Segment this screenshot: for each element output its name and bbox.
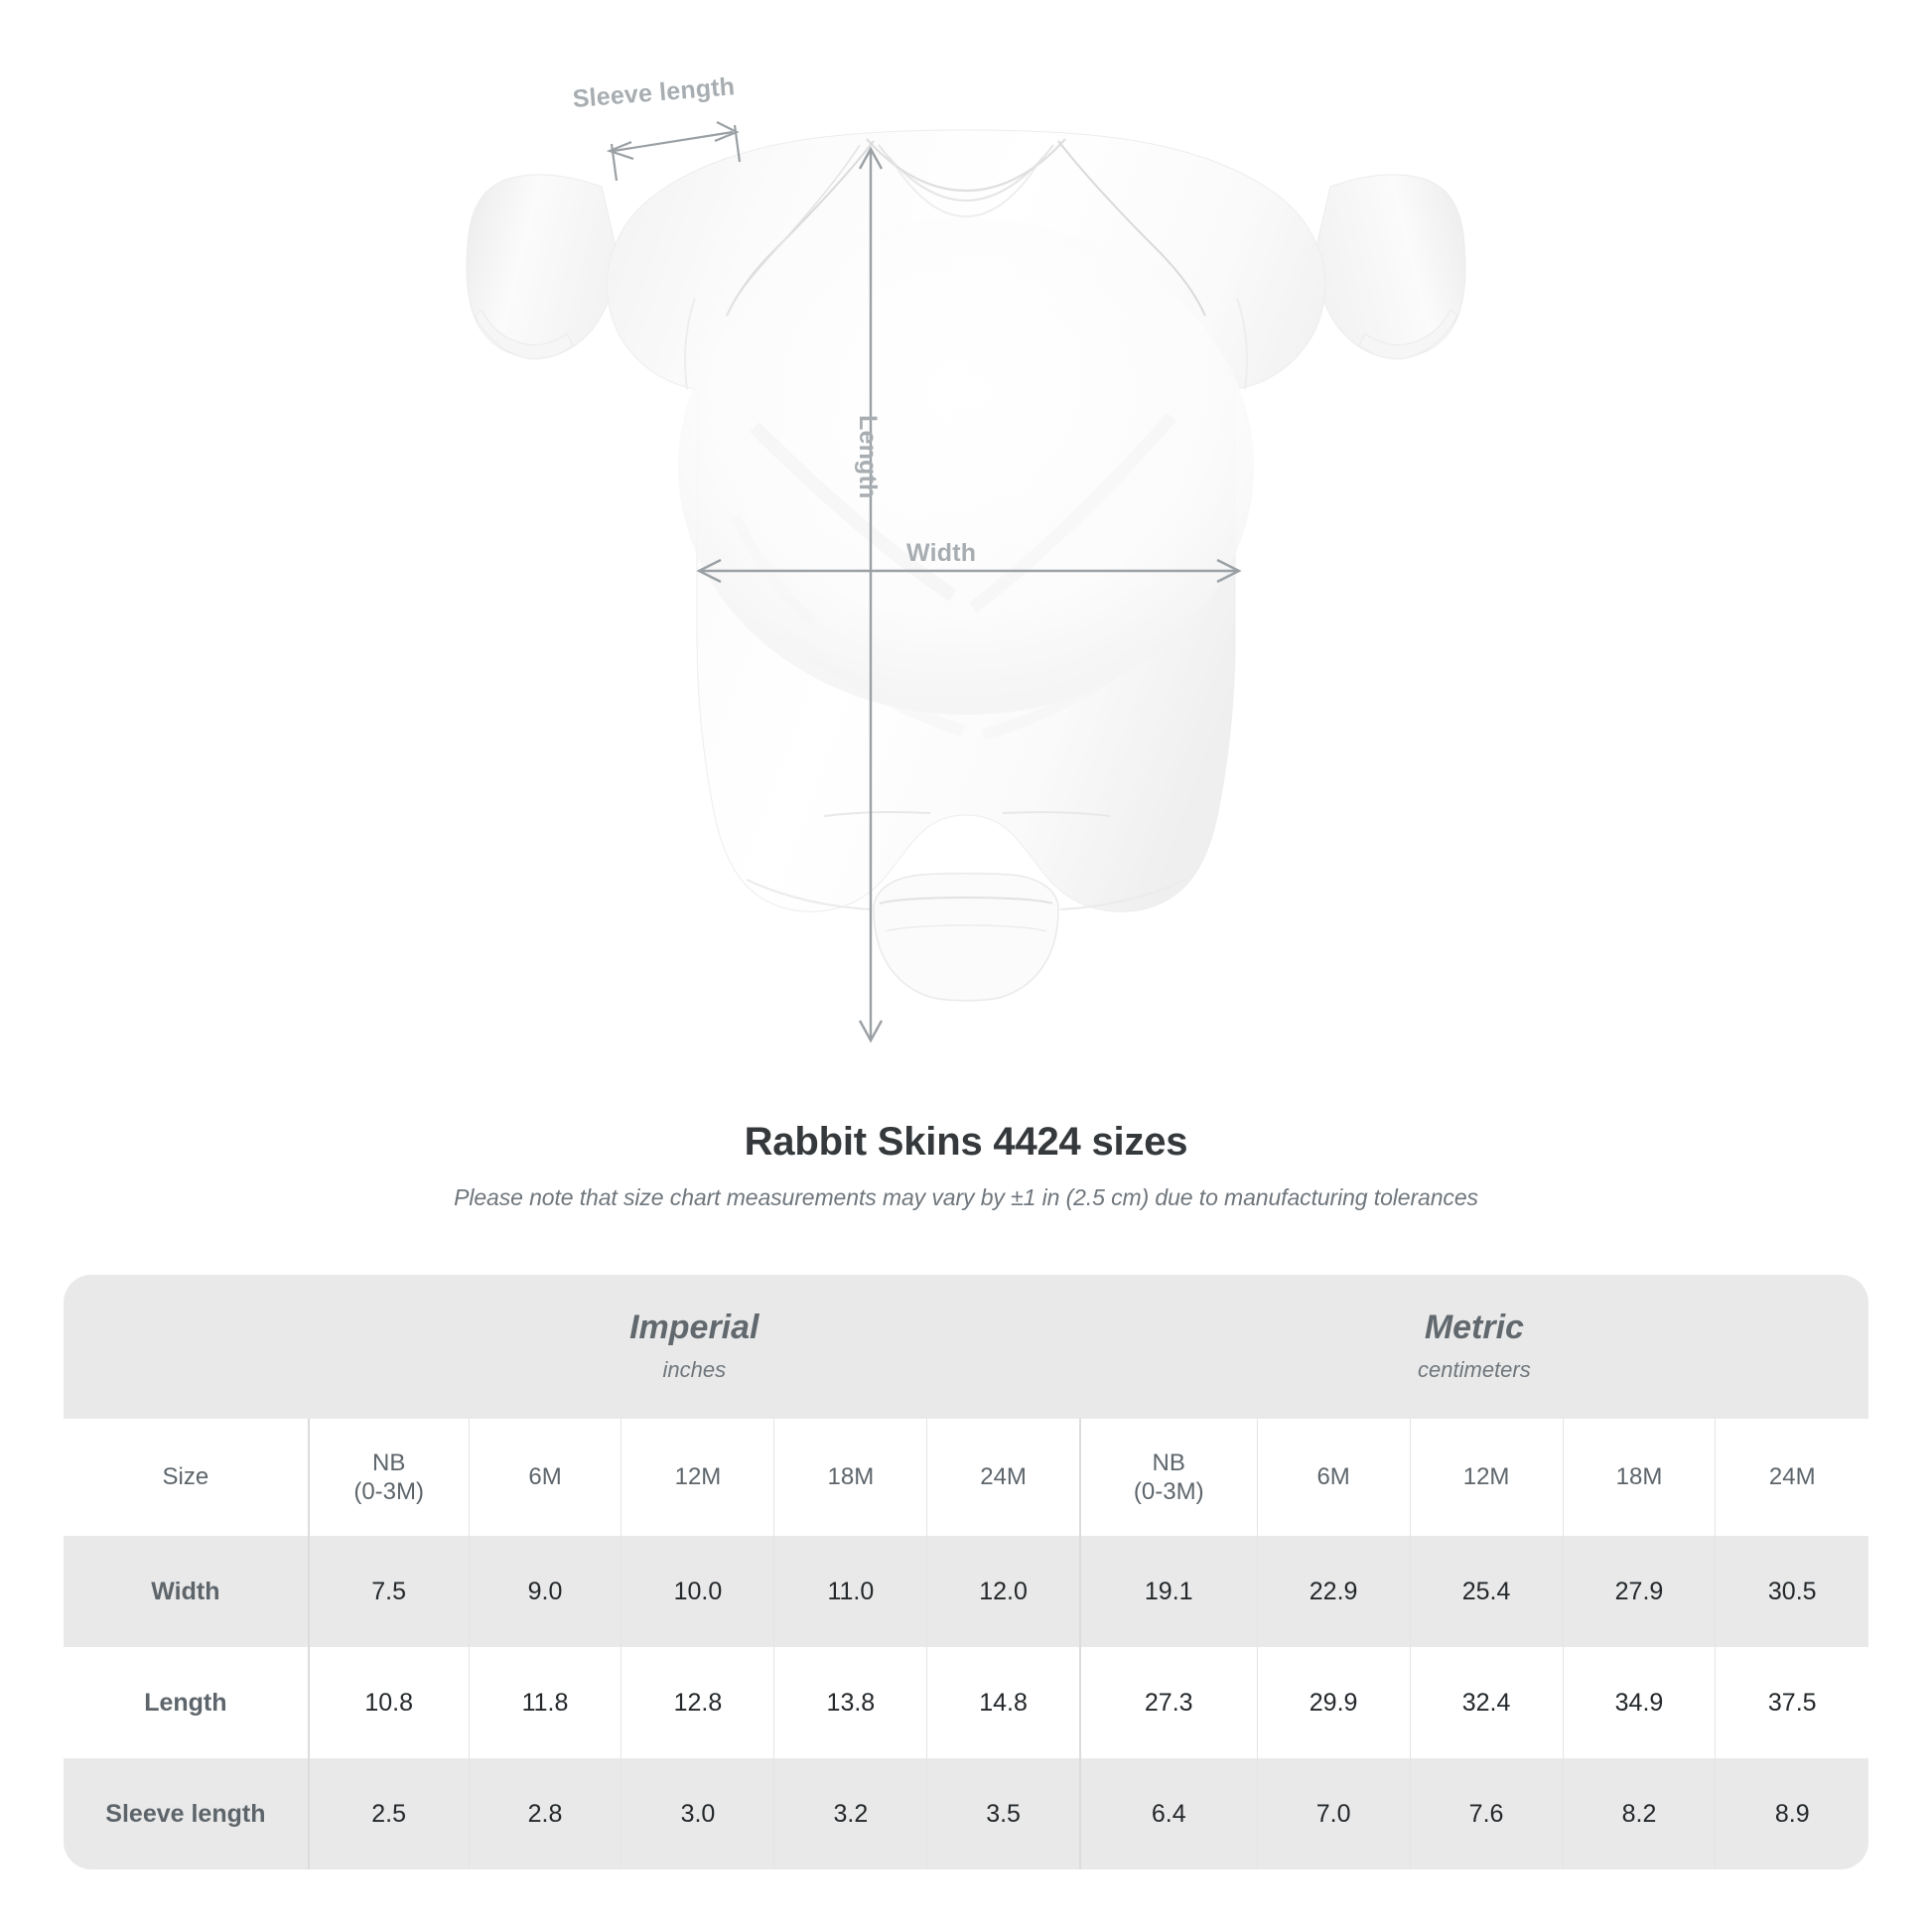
cell-width-met-nb: 19.1 bbox=[1078, 1536, 1258, 1647]
cell-length-met-24m: 37.5 bbox=[1715, 1647, 1868, 1758]
length-measure-line bbox=[858, 146, 884, 1043]
cell-sleeve-met-12m: 7.6 bbox=[1409, 1758, 1564, 1869]
column-header-row: Size NB (0-3M) 6M 12M 18M 24M NB (0-3M) … bbox=[64, 1419, 1868, 1536]
unit-group-imperial: Imperial inches bbox=[308, 1275, 1080, 1419]
size-chart-table-wrap: Imperial inches Metric centimeters Size … bbox=[64, 1275, 1868, 1869]
cell-sleeve-met-6m: 7.0 bbox=[1256, 1758, 1411, 1869]
cell-width-met-12m: 25.4 bbox=[1409, 1536, 1564, 1647]
cell-width-met-6m: 22.9 bbox=[1256, 1536, 1411, 1647]
cell-sleeve-imp-nb: 2.5 bbox=[307, 1758, 470, 1869]
header-col-metric-24m: 24M bbox=[1715, 1419, 1868, 1536]
header-col-imperial-6m: 6M bbox=[468, 1419, 621, 1536]
size-chart-table: Imperial inches Metric centimeters Size … bbox=[64, 1275, 1868, 1869]
cell-length-imp-18m: 13.8 bbox=[773, 1647, 927, 1758]
cell-sleeve-imp-18m: 3.2 bbox=[773, 1758, 927, 1869]
header-col-imperial-18m: 18M bbox=[773, 1419, 927, 1536]
unit-group-metric: Metric centimeters bbox=[1079, 1275, 1868, 1419]
cell-sleeve-imp-12m: 3.0 bbox=[621, 1758, 774, 1869]
page-title: Rabbit Skins 4424 sizes bbox=[744, 1120, 1188, 1164]
garment-illustration: Sleeve length Length Width bbox=[466, 72, 1466, 1043]
row-label-length: Length bbox=[64, 1647, 309, 1758]
header-col-metric-12m: 12M bbox=[1409, 1419, 1564, 1536]
width-measure-line bbox=[696, 558, 1242, 584]
cell-length-met-6m: 29.9 bbox=[1256, 1647, 1411, 1758]
table-row: Length 10.8 11.8 12.8 13.8 14.8 27.3 29.… bbox=[64, 1647, 1868, 1758]
cell-length-met-nb: 27.3 bbox=[1078, 1647, 1258, 1758]
cell-sleeve-met-18m: 8.2 bbox=[1562, 1758, 1716, 1869]
header-nb-line2-metric: (0-3M) bbox=[1133, 1478, 1204, 1505]
header-nb-line2: (0-3M) bbox=[353, 1478, 424, 1505]
cell-sleeve-met-24m: 8.9 bbox=[1715, 1758, 1868, 1869]
header-nb-line1-metric: NB bbox=[1152, 1449, 1185, 1476]
length-label: Length bbox=[854, 415, 882, 499]
cell-length-met-12m: 32.4 bbox=[1409, 1647, 1564, 1758]
unit-banner-spacer bbox=[64, 1275, 309, 1419]
header-col-metric-6m: 6M bbox=[1256, 1419, 1411, 1536]
cell-width-imp-12m: 10.0 bbox=[621, 1536, 774, 1647]
header-col-imperial-24m: 24M bbox=[926, 1419, 1080, 1536]
table-row: Width 7.5 9.0 10.0 11.0 12.0 19.1 22.9 2… bbox=[64, 1536, 1868, 1647]
cell-length-met-18m: 34.9 bbox=[1562, 1647, 1716, 1758]
title-block: Rabbit Skins 4424 sizes Please note that… bbox=[0, 1120, 1932, 1211]
row-label-sleeve-length: Sleeve length bbox=[64, 1758, 309, 1869]
unit-group-metric-sub: centimeters bbox=[1418, 1357, 1531, 1383]
cell-sleeve-imp-24m: 3.5 bbox=[926, 1758, 1080, 1869]
cell-width-met-18m: 27.9 bbox=[1562, 1536, 1716, 1647]
cell-length-imp-6m: 11.8 bbox=[468, 1647, 621, 1758]
cell-width-imp-18m: 11.0 bbox=[773, 1536, 927, 1647]
cell-sleeve-imp-6m: 2.8 bbox=[468, 1758, 621, 1869]
cell-width-met-24m: 30.5 bbox=[1715, 1536, 1868, 1647]
row-label-width: Width bbox=[64, 1536, 309, 1647]
table-row: Sleeve length 2.5 2.8 3.0 3.2 3.5 6.4 7.… bbox=[64, 1758, 1868, 1869]
unit-group-metric-name: Metric bbox=[1424, 1308, 1524, 1346]
cell-sleeve-met-nb: 6.4 bbox=[1078, 1758, 1258, 1869]
cell-length-imp-24m: 14.8 bbox=[926, 1647, 1080, 1758]
header-col-imperial-12m: 12M bbox=[621, 1419, 774, 1536]
unit-banner-row: Imperial inches Metric centimeters bbox=[64, 1275, 1868, 1419]
page-subtitle: Please note that size chart measurements… bbox=[454, 1184, 1478, 1210]
width-label: Width bbox=[906, 539, 977, 567]
cell-length-imp-12m: 12.8 bbox=[621, 1647, 774, 1758]
header-col-metric-nb: NB (0-3M) bbox=[1078, 1419, 1258, 1536]
header-col-imperial-nb: NB (0-3M) bbox=[307, 1419, 470, 1536]
cell-width-imp-24m: 12.0 bbox=[926, 1536, 1080, 1647]
unit-group-imperial-sub: inches bbox=[662, 1357, 727, 1383]
header-size-label: Size bbox=[64, 1419, 309, 1536]
sleeve-length-measure-line bbox=[606, 121, 742, 182]
bodysuit-drawing bbox=[466, 121, 1466, 1043]
unit-group-imperial-name: Imperial bbox=[629, 1308, 759, 1346]
garment-stage: Sleeve length Length Width bbox=[466, 72, 1466, 1043]
cell-width-imp-nb: 7.5 bbox=[307, 1536, 470, 1647]
header-nb-line1: NB bbox=[371, 1449, 406, 1476]
cell-width-imp-6m: 9.0 bbox=[468, 1536, 621, 1647]
cell-length-imp-nb: 10.8 bbox=[307, 1647, 470, 1758]
header-col-metric-18m: 18M bbox=[1562, 1419, 1716, 1536]
